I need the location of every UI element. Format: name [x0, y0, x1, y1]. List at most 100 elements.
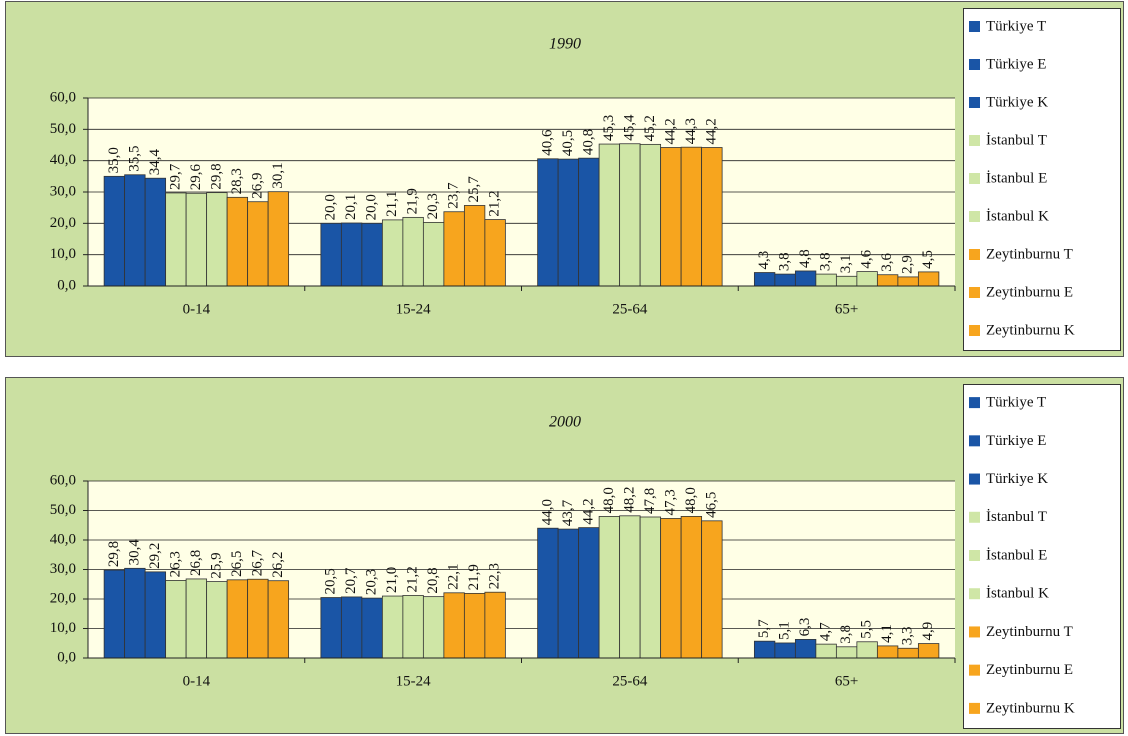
legend-label: Türkiye K — [986, 94, 1048, 110]
data-label: 46,5 — [703, 492, 719, 518]
legend-label: Zeytinburnu T — [986, 624, 1073, 640]
data-label: 23,7 — [446, 182, 462, 209]
bar — [463, 592, 486, 659]
bar — [639, 516, 662, 659]
x-tick-label: 65+ — [835, 673, 858, 689]
bar — [422, 221, 445, 287]
data-label: 3,1 — [838, 255, 854, 274]
y-tick-label: 40,0 — [50, 531, 76, 547]
data-label: 21,1 — [384, 191, 400, 217]
y-tick-label: 40,0 — [50, 152, 76, 168]
legend-swatch — [969, 211, 980, 222]
bar — [443, 211, 465, 287]
bar — [402, 595, 424, 659]
data-label: 44,2 — [662, 118, 678, 144]
legend-swatch — [969, 249, 980, 260]
bar — [578, 157, 600, 287]
legend-label: Zeytinburnu K — [986, 700, 1075, 716]
bar — [876, 645, 899, 659]
bar — [794, 639, 817, 659]
legend-label: Zeytinburnu T — [986, 246, 1073, 262]
bar — [557, 158, 580, 287]
y-tick-label: 10,0 — [50, 620, 76, 636]
bar — [660, 518, 682, 659]
bar — [144, 177, 167, 287]
data-label: 4,6 — [859, 249, 875, 268]
data-label: 29,7 — [167, 163, 183, 190]
bar — [185, 578, 208, 659]
bar — [774, 642, 796, 659]
bar — [165, 580, 187, 659]
bar — [557, 528, 580, 659]
data-label: 40,6 — [539, 129, 555, 156]
bar — [537, 527, 559, 659]
bar — [794, 270, 817, 287]
data-label: 21,2 — [487, 190, 503, 216]
data-label: 21,9 — [405, 188, 421, 214]
legend-label: Türkiye E — [986, 56, 1046, 72]
data-label: 47,3 — [662, 489, 678, 515]
y-tick-label: 30,0 — [50, 561, 76, 577]
data-label: 45,3 — [601, 115, 617, 141]
data-label: 26,7 — [249, 549, 265, 576]
bar — [165, 192, 187, 287]
data-label: 4,9 — [920, 622, 936, 641]
data-label: 4,3 — [756, 251, 772, 270]
bar — [247, 201, 269, 287]
y-tick-label: 50,0 — [50, 121, 76, 137]
bar — [897, 647, 919, 659]
legend-swatch — [969, 664, 980, 676]
data-label: 45,4 — [621, 114, 637, 141]
legend-label: Zeytinburnu E — [986, 662, 1073, 678]
data-label: 29,8 — [106, 541, 122, 567]
data-label: 5,1 — [777, 621, 793, 640]
bar — [639, 143, 662, 287]
bar — [340, 596, 363, 659]
legend-label: Türkiye E — [986, 433, 1046, 449]
bar — [774, 273, 796, 287]
bar — [753, 640, 776, 659]
x-tick-label: 25-64 — [612, 673, 647, 689]
bar — [247, 578, 269, 659]
data-label: 44,3 — [683, 118, 699, 144]
bar — [598, 516, 621, 659]
data-label: 48,0 — [601, 487, 617, 513]
data-label: 26,5 — [229, 551, 245, 577]
bar — [917, 271, 940, 287]
bar — [701, 520, 723, 659]
bar — [267, 580, 290, 659]
y-tick-label: 60,0 — [50, 89, 76, 105]
bar — [537, 158, 559, 287]
data-label: 3,6 — [879, 252, 895, 271]
bar — [144, 571, 167, 659]
x-tick-label: 0-14 — [183, 673, 211, 689]
bar — [484, 591, 506, 659]
data-label: 20,0 — [364, 194, 380, 220]
legend — [963, 384, 1121, 729]
bar — [680, 516, 703, 659]
legend-swatch — [969, 626, 980, 638]
legend-label: Zeytinburnu K — [986, 322, 1075, 338]
data-label: 21,0 — [384, 567, 400, 593]
bar — [876, 274, 899, 287]
data-label: 34,4 — [147, 148, 163, 175]
data-label: 29,8 — [208, 163, 224, 189]
bar — [361, 222, 383, 287]
data-label: 20,3 — [425, 193, 441, 219]
data-label: 22,3 — [487, 563, 503, 589]
bar — [753, 272, 776, 287]
bar — [701, 147, 723, 287]
legend-label: İstanbul T — [986, 132, 1047, 148]
bar — [361, 597, 383, 659]
data-label: 20,5 — [323, 568, 339, 594]
data-label: 29,2 — [147, 543, 163, 569]
y-tick-label: 0,0 — [57, 649, 76, 665]
data-label: 4,7 — [818, 622, 834, 641]
data-label: 3,8 — [818, 252, 834, 271]
bar — [578, 527, 600, 659]
bar — [856, 271, 878, 287]
legend-swatch — [969, 59, 980, 70]
bar — [340, 222, 363, 287]
bar — [320, 597, 342, 659]
chart-title: 1990 — [549, 36, 581, 53]
